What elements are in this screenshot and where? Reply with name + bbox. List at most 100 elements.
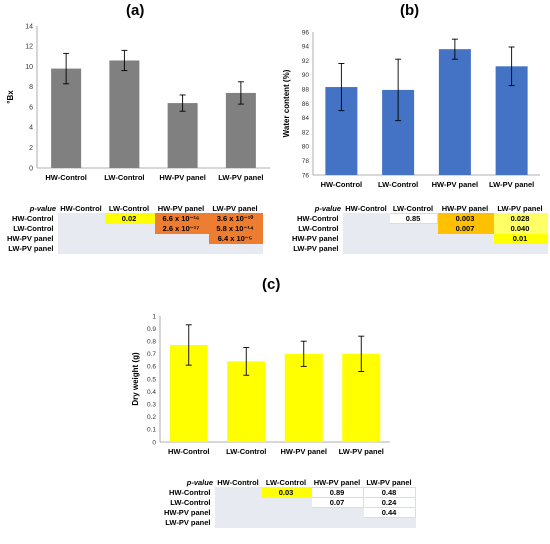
x-tick-label: LW-Control	[226, 447, 266, 456]
row-header: LW-Control	[161, 497, 215, 508]
x-tick-label: HW-Control	[45, 173, 87, 182]
table-cell	[153, 243, 209, 254]
table-cell: 0.03	[260, 487, 312, 498]
table-cell: 0.003	[436, 213, 494, 224]
p-value-table-a: p-value HW-Control LW-Control HW-PV panel LW…	[4, 204, 263, 254]
row-header: HW-PV panel	[4, 233, 58, 244]
table-cell	[57, 243, 105, 254]
y-tick-label: 0	[152, 439, 156, 446]
table-cell	[103, 223, 155, 234]
table-cell: 2.6 x 10⁻¹⁷	[153, 223, 209, 234]
x-tick-label: HW-PV panel	[159, 173, 206, 182]
table-cell	[492, 243, 548, 254]
y-tick-label: 8	[29, 84, 33, 91]
table-row: LW-Control 0.007 0.040	[285, 223, 548, 234]
table-cell	[207, 243, 263, 254]
y-tick-label: 4	[29, 125, 33, 132]
y-tick-label: 96	[302, 29, 310, 36]
table-cell	[260, 497, 312, 508]
bar	[225, 92, 256, 168]
table-cell	[388, 243, 438, 254]
row-header: LW-PV panel	[4, 243, 58, 254]
table-cell: 0.01	[492, 233, 548, 244]
y-tick-label: 90	[302, 72, 310, 79]
table-cell: 0.85	[388, 213, 438, 224]
y-tick-label: 12	[25, 44, 33, 51]
y-axis-label: °Bx	[6, 90, 15, 104]
table-cell	[214, 487, 262, 498]
table-cell: 3.6 x 10⁻¹⁰	[207, 213, 263, 224]
table-row: LW-PV panel	[161, 517, 416, 528]
table-cell: 0.07	[310, 497, 364, 508]
y-tick-label: 94	[302, 44, 310, 51]
y-axis-label: Dry weight (g)	[131, 352, 140, 406]
column-header: LW-Control	[261, 478, 311, 488]
table-cell	[57, 213, 105, 224]
y-tick-label: 6	[29, 104, 33, 111]
row-header: HW-PV panel	[285, 233, 343, 244]
table-cell: 0.44	[362, 507, 416, 518]
y-tick-label: 0.9	[147, 326, 156, 333]
column-header: HW-PV panel	[154, 204, 208, 214]
y-tick-label: 0.8	[147, 339, 156, 346]
y-tick-label: 10	[25, 64, 33, 71]
table-cell	[310, 517, 364, 528]
table-cell	[342, 213, 390, 224]
panel-a-label: (a)	[126, 2, 145, 19]
table-cell: 0.040	[492, 223, 548, 234]
y-tick-label: 0.5	[147, 376, 156, 383]
bar	[438, 49, 471, 175]
x-tick-label: LW-PV panel	[489, 180, 534, 189]
table-cell	[103, 243, 155, 254]
table-cell	[342, 223, 390, 234]
table-cell	[342, 243, 390, 254]
table-row: HW-PV panel 0.44	[161, 507, 416, 518]
table-row: LW-PV panel	[4, 243, 263, 254]
y-tick-label: 0.4	[147, 389, 156, 396]
column-header: LW-PV panel	[363, 478, 415, 488]
table-cell: 0.007	[436, 223, 494, 234]
x-tick-label: HW-Control	[321, 180, 363, 189]
y-tick-label: 1	[152, 313, 156, 320]
p-value-caption: p-value	[161, 478, 215, 488]
bar	[51, 68, 82, 168]
table-cell	[388, 233, 438, 244]
y-tick-label: 86	[302, 101, 310, 108]
bar	[109, 60, 140, 168]
x-tick-label: LW-Control	[104, 173, 144, 182]
table-cell: 0.028	[492, 213, 548, 224]
y-tick-label: 78	[302, 158, 310, 165]
chart-a: 0 2 4 6 8 10 12 14 °Bx HW-Control LW-Control HW-PV …	[6, 23, 270, 182]
column-header: HW-PV panel	[437, 204, 493, 214]
table-cell: 6.4 x 10⁻⁵	[207, 233, 263, 244]
table-cell	[362, 517, 416, 528]
y-tick-label: 0	[29, 165, 33, 172]
chart-c: 0 0.1 0.2 0.3 0.4 0.5 0.6 0.7 0.8 0.9 1 Dry weight …	[131, 313, 390, 456]
column-header: LW-Control	[389, 204, 437, 214]
table-cell	[260, 517, 312, 528]
row-header: LW-PV panel	[285, 243, 343, 254]
table-cell	[103, 233, 155, 244]
table-cell	[436, 233, 494, 244]
column-header: LW-PV panel	[208, 204, 262, 214]
y-tick-label: 92	[302, 58, 310, 65]
x-tick-label: HW-PV panel	[432, 180, 479, 189]
column-header: HW-Control	[343, 204, 389, 214]
table-row: LW-Control 2.6 x 10⁻¹⁷ 5.8 x 10⁻¹⁴	[4, 223, 263, 234]
table-cell	[388, 223, 438, 234]
chart-b: 76 78 80 82 84 86 88 90 92 94 96 Water content (%) H…	[282, 29, 540, 189]
table-cell	[214, 497, 262, 508]
y-tick-label: 82	[302, 129, 310, 136]
table-cell	[214, 517, 262, 528]
column-header: HW-PV panel	[311, 478, 363, 488]
table-cell	[342, 233, 390, 244]
row-header: LW-Control	[4, 223, 58, 234]
table-cell: 0.89	[310, 487, 364, 498]
y-tick-label: 0.3	[147, 402, 156, 409]
y-tick-label: 88	[302, 87, 310, 94]
y-tick-label: 0.7	[147, 351, 156, 358]
y-tick-label: 84	[302, 115, 310, 122]
table-row: LW-Control 0.07 0.24	[161, 497, 416, 508]
column-header: LW-PV panel	[493, 204, 547, 214]
x-tick-label: LW-PV panel	[218, 173, 263, 182]
